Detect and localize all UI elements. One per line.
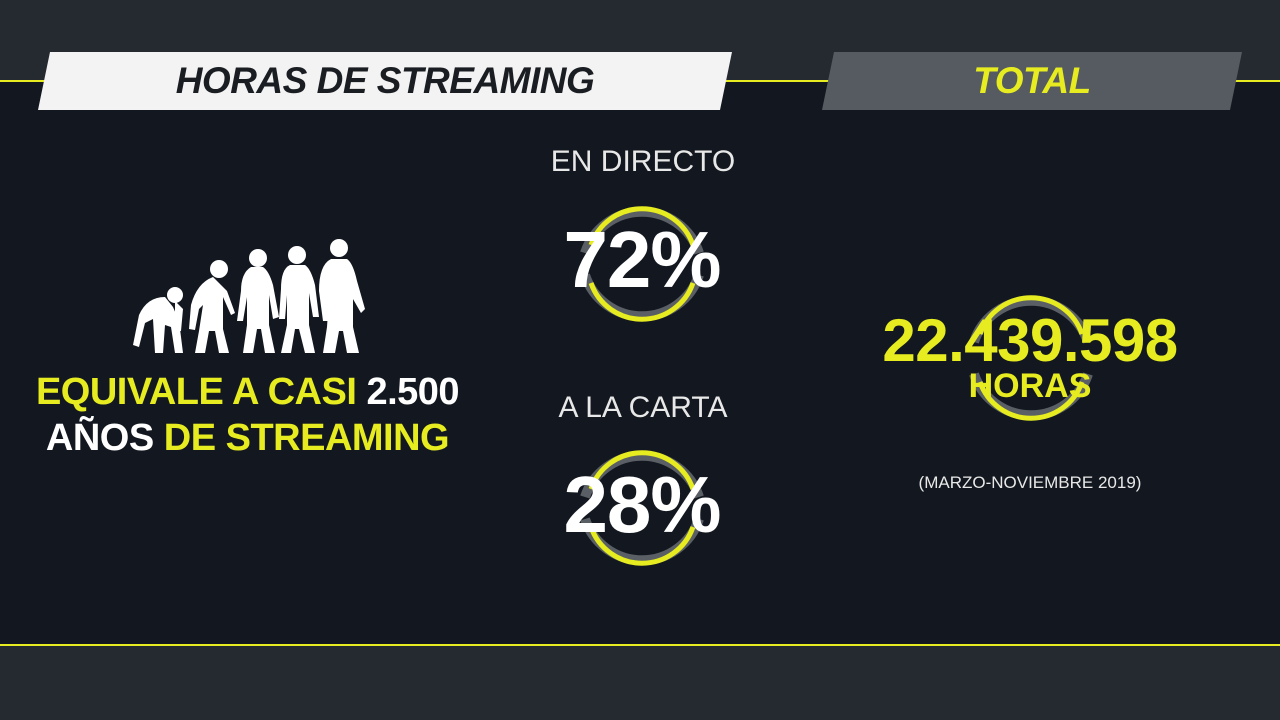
equivalence-suffix: DE STREAMING xyxy=(163,417,450,459)
vod-percent: 28% xyxy=(563,460,721,549)
live-ring-icon xyxy=(580,206,704,322)
equivalence-prefix: EQUIVALE A CASI xyxy=(35,371,367,413)
period-note: (MARZO-NOVIEMBRE 2019) xyxy=(918,473,1142,492)
vod-ring-icon xyxy=(580,450,704,566)
total-ring-icon xyxy=(969,295,1093,421)
evo-figure-3 xyxy=(237,249,279,353)
evo-figure-4 xyxy=(279,246,319,353)
evo-figure-1 xyxy=(133,287,183,353)
equivalence-years: 2.500 xyxy=(366,371,460,413)
equivalence-years-word: AÑOS xyxy=(45,417,164,459)
live-percent: 72% xyxy=(563,215,721,304)
equivalence-line-1: EQUIVALE A CASI 2.500 xyxy=(0,370,495,414)
total-hours-value: 22.439.598 xyxy=(882,307,1178,374)
total-hours-unit: HORAS xyxy=(968,367,1092,405)
evo-figure-5 xyxy=(319,239,365,353)
bottom-accent-line xyxy=(0,644,1280,646)
evolution-of-man-icon xyxy=(133,239,365,353)
bottom-band xyxy=(0,646,1280,720)
streaming-hours-banner: HORAS DE STREAMING xyxy=(38,52,732,110)
vod-label: A LA CARTA xyxy=(558,391,728,424)
banner-title-left: HORAS DE STREAMING xyxy=(175,60,595,101)
total-banner: TOTAL xyxy=(822,52,1242,110)
main-panel xyxy=(0,81,1280,644)
equivalence-line-2: AÑOS DE STREAMING xyxy=(0,416,495,460)
banner-title-right: TOTAL xyxy=(973,60,1091,101)
live-label: EN DIRECTO xyxy=(550,145,736,178)
evo-figure-2 xyxy=(189,260,235,353)
